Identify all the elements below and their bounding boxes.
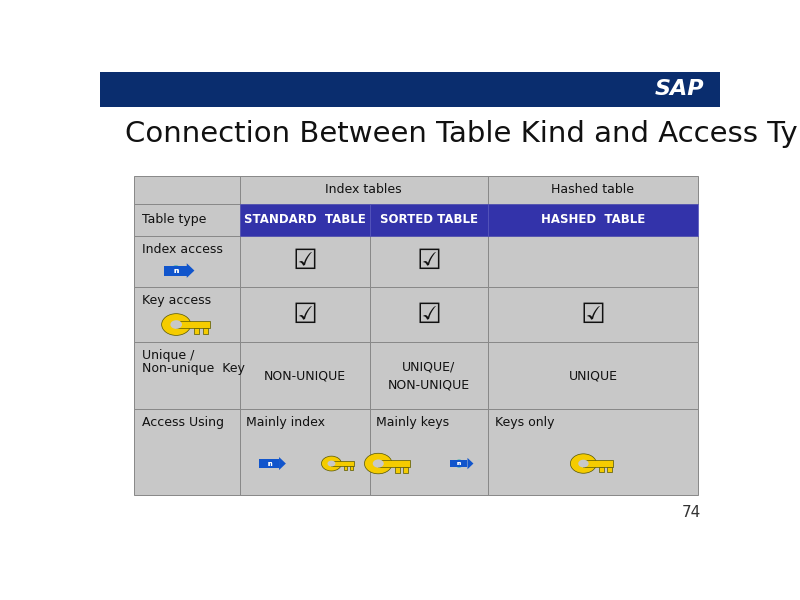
FancyBboxPatch shape [258, 459, 279, 468]
Text: n: n [457, 461, 462, 466]
FancyBboxPatch shape [583, 460, 614, 467]
FancyBboxPatch shape [239, 287, 370, 342]
Text: Connection Between Table Kind and Access Type: Connection Between Table Kind and Access… [125, 121, 800, 148]
Circle shape [578, 460, 589, 467]
Circle shape [570, 454, 597, 473]
Text: n: n [267, 461, 272, 467]
FancyBboxPatch shape [450, 460, 467, 467]
FancyBboxPatch shape [395, 467, 400, 473]
FancyBboxPatch shape [239, 176, 487, 203]
FancyBboxPatch shape [487, 176, 698, 203]
Text: Access Using: Access Using [142, 416, 223, 429]
Text: Keys only: Keys only [495, 416, 554, 429]
Circle shape [373, 460, 384, 467]
FancyBboxPatch shape [487, 287, 698, 342]
FancyBboxPatch shape [100, 72, 720, 107]
FancyBboxPatch shape [331, 461, 354, 466]
Text: SAP: SAP [655, 79, 705, 100]
FancyBboxPatch shape [134, 176, 239, 203]
FancyBboxPatch shape [487, 409, 698, 495]
FancyBboxPatch shape [134, 409, 239, 495]
FancyBboxPatch shape [370, 236, 487, 287]
Text: UNIQUE: UNIQUE [568, 369, 618, 382]
FancyBboxPatch shape [194, 328, 198, 334]
Text: ☑: ☑ [292, 301, 317, 329]
FancyBboxPatch shape [350, 466, 353, 470]
Polygon shape [467, 458, 474, 469]
Text: HASHED  TABLE: HASHED TABLE [541, 214, 645, 226]
FancyBboxPatch shape [239, 409, 370, 495]
Polygon shape [186, 263, 194, 278]
Text: 74: 74 [682, 505, 702, 520]
FancyBboxPatch shape [134, 287, 239, 342]
Circle shape [263, 459, 275, 468]
Text: Non-unique  Key: Non-unique Key [142, 362, 245, 374]
Text: Mainly keys: Mainly keys [376, 416, 449, 429]
Circle shape [170, 320, 182, 329]
Text: ☑: ☑ [416, 247, 441, 275]
Text: Key access: Key access [142, 294, 210, 307]
FancyBboxPatch shape [134, 342, 239, 409]
Text: Mainly index: Mainly index [246, 416, 325, 429]
Text: Index access: Index access [142, 243, 222, 256]
FancyBboxPatch shape [343, 466, 347, 470]
Text: ☑: ☑ [581, 301, 606, 329]
FancyBboxPatch shape [607, 467, 611, 472]
Text: n: n [267, 461, 272, 467]
FancyBboxPatch shape [403, 467, 408, 473]
FancyBboxPatch shape [378, 460, 410, 467]
Circle shape [170, 266, 182, 275]
FancyBboxPatch shape [239, 236, 370, 287]
FancyBboxPatch shape [487, 342, 698, 409]
FancyBboxPatch shape [370, 409, 487, 495]
Circle shape [162, 314, 190, 335]
Text: ☑: ☑ [292, 247, 317, 275]
FancyBboxPatch shape [487, 236, 698, 287]
Text: n: n [174, 268, 178, 274]
FancyBboxPatch shape [487, 203, 698, 236]
FancyBboxPatch shape [599, 467, 604, 472]
Text: SORTED TABLE: SORTED TABLE [380, 214, 478, 226]
Text: NON-UNIQUE: NON-UNIQUE [263, 369, 346, 382]
Text: Hashed table: Hashed table [551, 184, 634, 196]
FancyBboxPatch shape [164, 266, 186, 275]
Circle shape [365, 453, 392, 474]
FancyBboxPatch shape [134, 236, 239, 287]
Text: Unique /: Unique / [142, 349, 194, 362]
FancyBboxPatch shape [239, 342, 370, 409]
Circle shape [322, 456, 342, 471]
FancyBboxPatch shape [202, 328, 208, 334]
FancyBboxPatch shape [176, 321, 210, 328]
FancyBboxPatch shape [370, 287, 487, 342]
FancyBboxPatch shape [134, 203, 239, 236]
Text: n: n [174, 268, 178, 274]
Text: STANDARD  TABLE: STANDARD TABLE [244, 214, 366, 226]
Circle shape [327, 461, 335, 467]
FancyBboxPatch shape [370, 203, 487, 236]
Text: ☑: ☑ [416, 301, 441, 329]
Text: Table type: Table type [142, 214, 206, 226]
Circle shape [454, 460, 464, 467]
Text: Index tables: Index tables [325, 184, 402, 196]
Polygon shape [279, 457, 286, 470]
FancyBboxPatch shape [370, 342, 487, 409]
FancyBboxPatch shape [239, 203, 370, 236]
Text: UNIQUE/
NON-UNIQUE: UNIQUE/ NON-UNIQUE [387, 360, 470, 391]
Text: n: n [457, 461, 462, 466]
